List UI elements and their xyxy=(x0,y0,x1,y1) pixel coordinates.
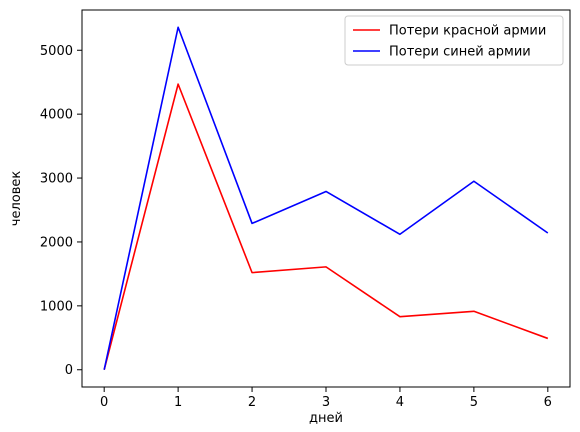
x-axis-ticks: 0 1 2 3 4 5 6 xyxy=(100,387,552,410)
y-tick-label: 2000 xyxy=(40,235,73,250)
y-axis-label: человек xyxy=(9,171,24,227)
x-tick-label: 2 xyxy=(248,395,256,410)
series-line-1 xyxy=(103,83,549,370)
y-tick-label: 1000 xyxy=(40,299,73,314)
y-axis-ticks: 0 1000 2000 3000 4000 5000 xyxy=(40,44,82,378)
x-tick-label: 3 xyxy=(322,395,330,410)
x-tick-label: 6 xyxy=(544,395,552,410)
y-tick-label: 3000 xyxy=(40,172,73,187)
y-tick-label: 5000 xyxy=(40,44,73,59)
x-tick-label: 0 xyxy=(100,395,108,410)
y-tick-label: 4000 xyxy=(40,108,73,123)
plot-frame xyxy=(81,9,571,388)
x-axis-label: дней xyxy=(309,411,343,426)
legend-box xyxy=(344,15,564,66)
series-lines xyxy=(103,26,549,370)
legend-label-1: Потери красной армии xyxy=(389,24,546,39)
x-tick-label: 4 xyxy=(396,395,404,410)
legend: Потери красной армии Потери синей армии xyxy=(344,15,564,66)
y-tick-label: 0 xyxy=(65,363,73,378)
x-tick-label: 1 xyxy=(174,395,182,410)
legend-label-2: Потери синей армии xyxy=(389,45,531,60)
x-tick-label: 5 xyxy=(470,395,478,410)
series-line-2 xyxy=(103,26,549,370)
